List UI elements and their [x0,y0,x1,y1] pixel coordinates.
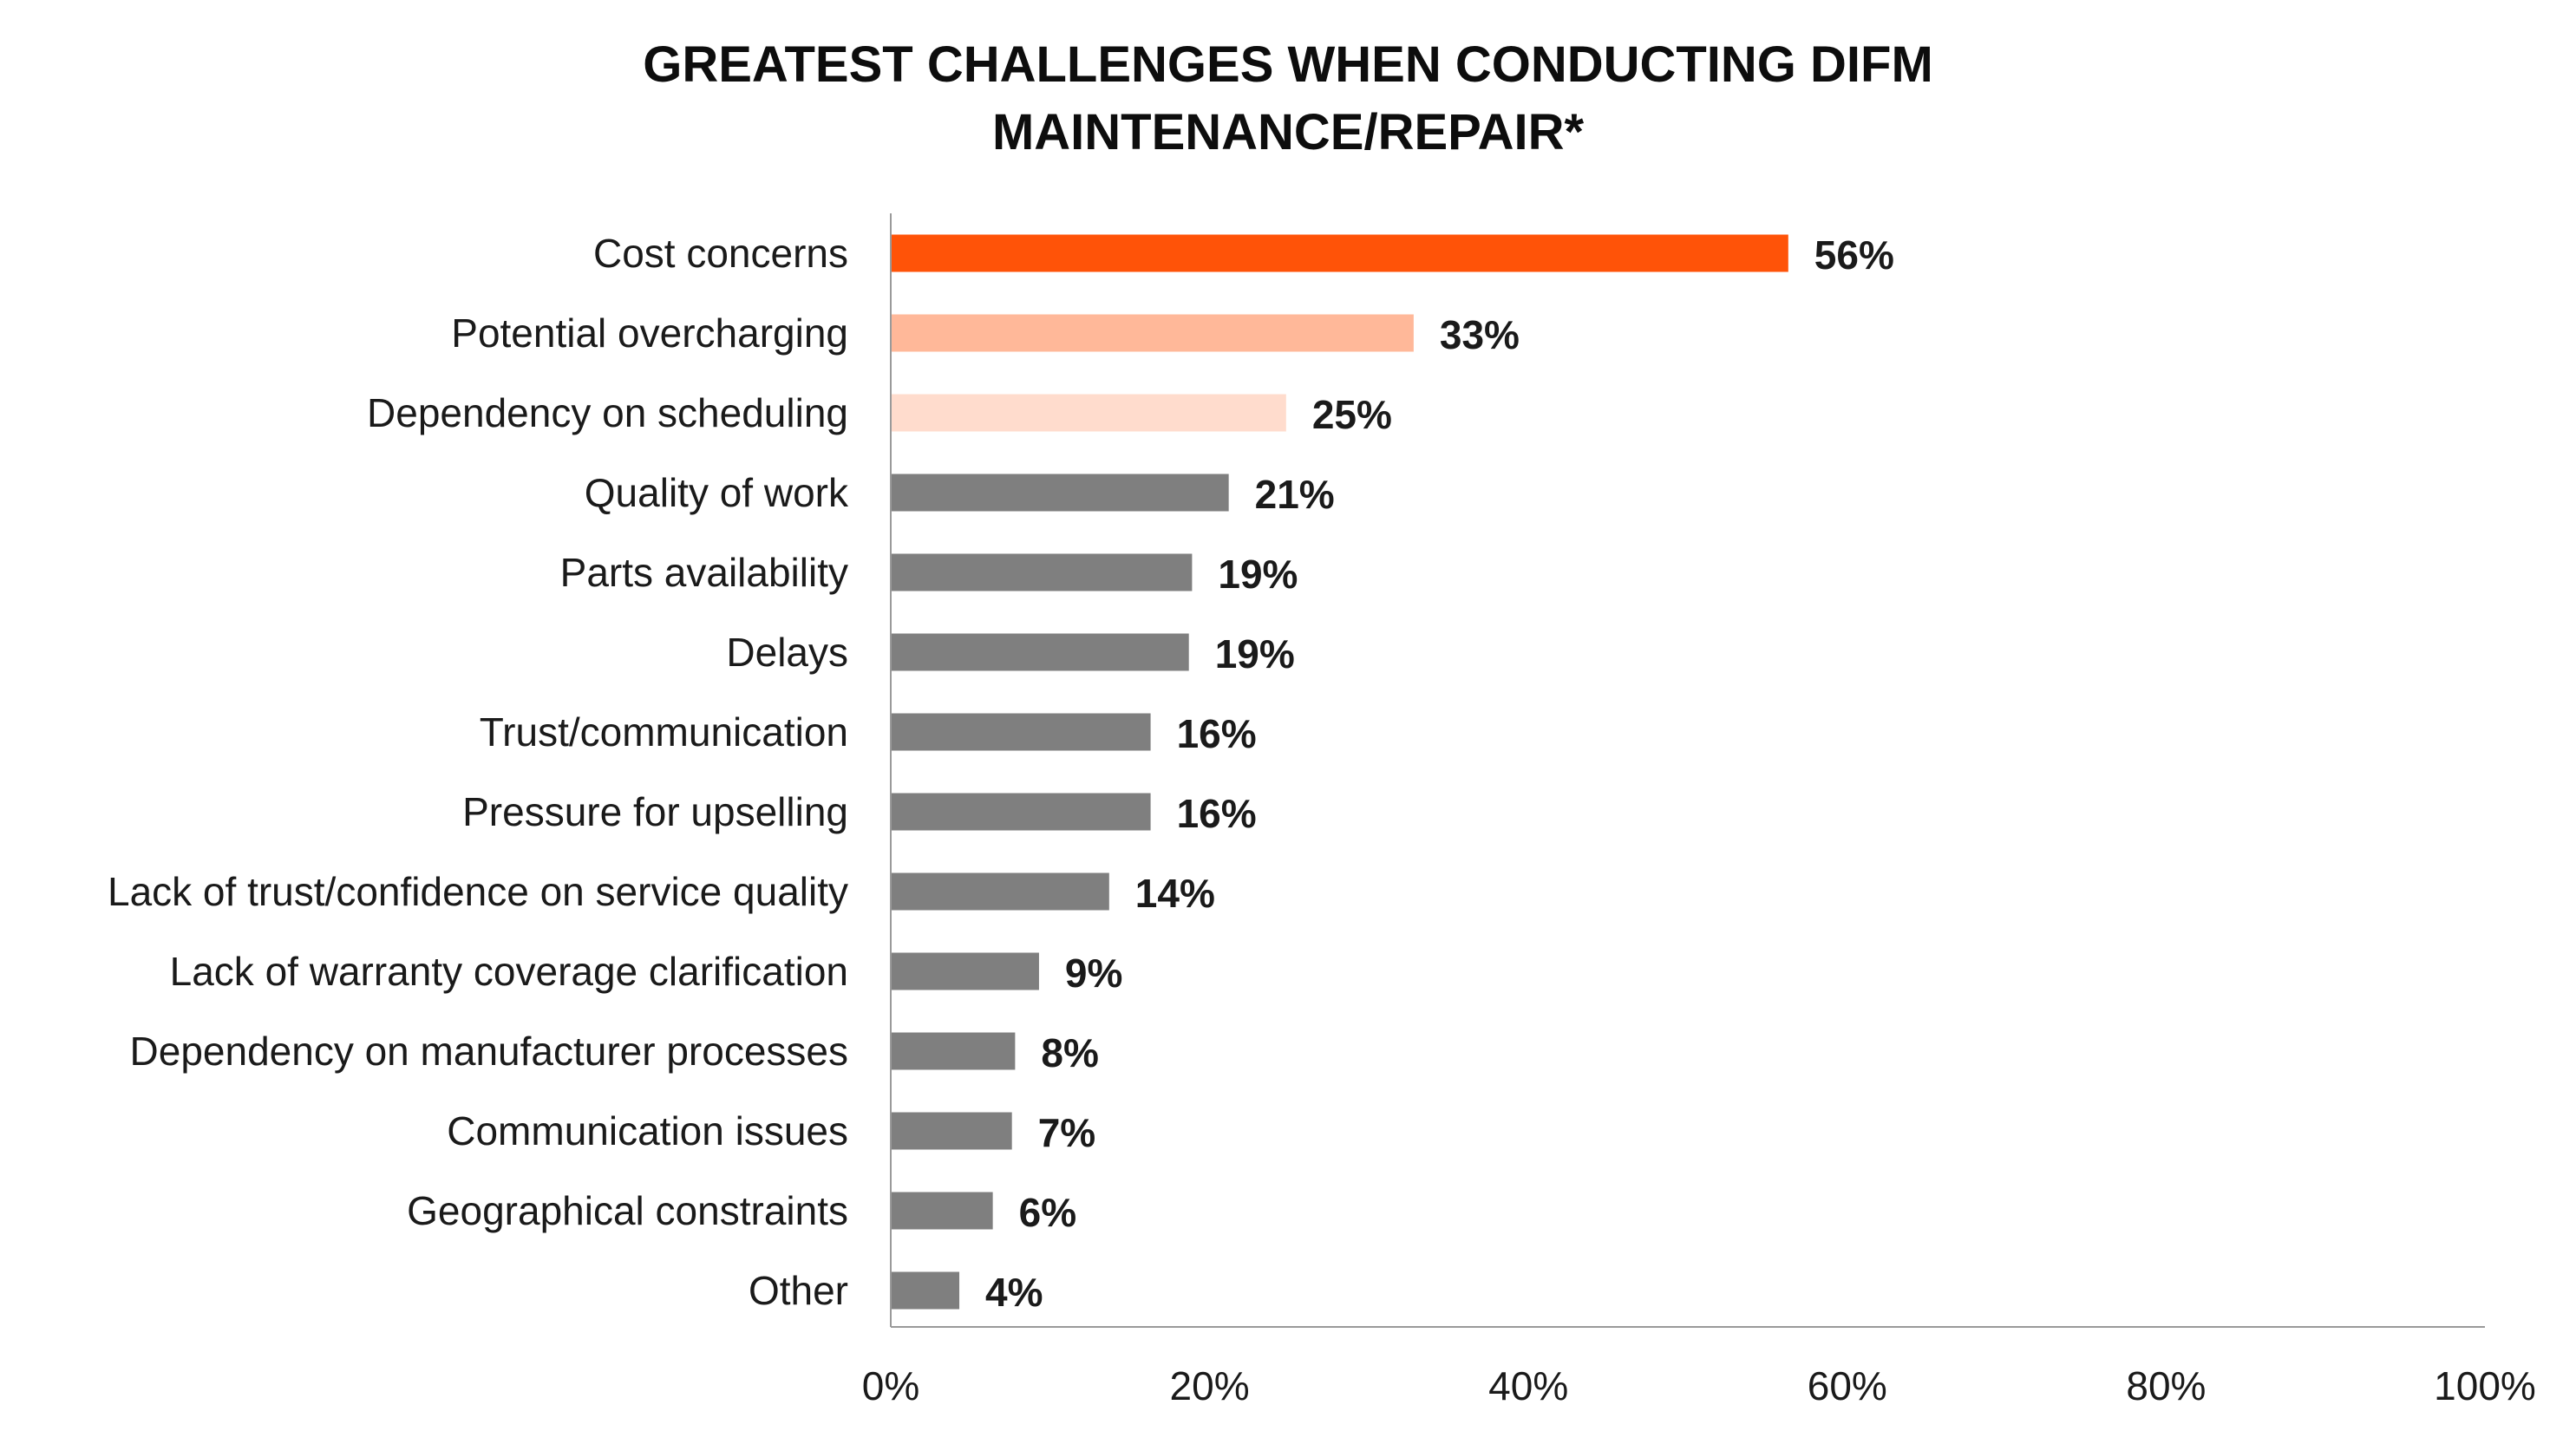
chart-title-line-1: GREATEST CHALLENGES WHEN CONDUCTING DIFM [643,36,1933,93]
x-tick-label-20: 20% [1170,1363,1250,1408]
bar-lack-of-warranty-coverage-clarification [891,952,1039,990]
value-label-potential-overcharging: 33% [1440,312,1520,357]
category-label-dependency-on-manufacturer-processes: Dependency on manufacturer processes [130,1029,848,1074]
x-tick-label-40: 40% [1488,1363,1568,1408]
x-tick-label-60: 60% [1808,1363,1887,1408]
category-label-lack-of-warranty-coverage-clarification: Lack of warranty coverage clarification [170,949,848,994]
chart-title-line-2: MAINTENANCE/REPAIR* [991,104,1585,160]
value-label-communication-issues: 7% [1038,1110,1095,1155]
bars-layer [891,234,1788,1310]
bar-cost-concerns [891,234,1788,272]
category-label-parts-availability: Parts availability [560,550,848,595]
value-label-quality-of-work: 21% [1255,472,1335,517]
bar-dependency-on-scheduling [891,394,1286,432]
axis-layer: 0% 20% 40% 60% 80% 100% [862,213,2536,1408]
value-label-pressure-for-upselling: 16% [1177,791,1257,836]
bar-dependency-on-manufacturer-processes [891,1032,1016,1070]
category-label-cost-concerns: Cost concerns [593,231,848,276]
value-label-delays: 19% [1215,631,1295,676]
value-label-other: 4% [985,1270,1043,1315]
bar-pressure-for-upselling [891,793,1151,831]
value-label-dependency-on-scheduling: 25% [1312,392,1392,437]
category-label-delays: Delays [726,630,848,675]
value-label-parts-availability: 19% [1218,552,1298,597]
value-label-lack-of-warranty-coverage-clarification: 9% [1065,951,1122,996]
bar-communication-issues [891,1112,1012,1150]
bar-potential-overcharging [891,314,1414,352]
labels-layer: Cost concerns 56% Potential overcharging 33… [108,231,1894,1315]
value-label-geographical-constraints: 6% [1019,1190,1076,1235]
value-label-dependency-on-manufacturer-processes: 8% [1041,1030,1098,1075]
category-label-other: Other [749,1268,848,1313]
bar-trust-communication [891,713,1151,751]
category-label-communication-issues: Communication issues [447,1108,848,1153]
x-tick-label-0: 0% [862,1363,919,1408]
bar-delays [891,633,1189,671]
bar-geographical-constraints [891,1192,993,1230]
bar-lack-of-trust-confidence-on-service-quality [891,872,1109,911]
chart-title: GREATEST CHALLENGES WHEN CONDUCTING DIFM… [0,31,2576,167]
category-label-pressure-for-upselling: Pressure for upselling [462,789,848,834]
bar-other [891,1271,960,1310]
x-tick-label-100: 100% [2434,1363,2536,1408]
category-label-potential-overcharging: Potential overcharging [451,310,848,356]
value-label-lack-of-trust-confidence-on-service-quality: 14% [1135,871,1215,916]
x-tick-label-80: 80% [2126,1363,2206,1408]
category-label-trust-communication: Trust/communication [480,709,848,755]
value-label-trust-communication: 16% [1177,711,1257,756]
bar-quality-of-work [891,474,1229,512]
category-label-lack-of-trust-confidence-on-service-quality: Lack of trust/confidence on service qual… [108,869,848,914]
bar-parts-availability [891,553,1193,591]
category-label-geographical-constraints: Geographical constraints [407,1188,848,1233]
value-label-cost-concerns: 56% [1814,232,1894,278]
category-label-dependency-on-scheduling: Dependency on scheduling [367,390,848,435]
category-label-quality-of-work: Quality of work [585,470,849,515]
